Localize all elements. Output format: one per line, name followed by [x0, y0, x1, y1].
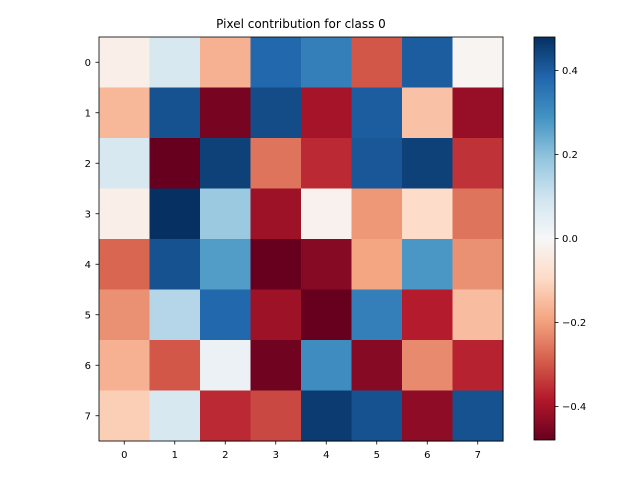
heatmap-cell-r5-c5 — [351, 289, 403, 341]
heatmap-cell-r2-c7 — [452, 138, 504, 190]
y-tick-label: 5 — [85, 310, 91, 321]
heatmap-cell-r6-c2 — [200, 340, 252, 392]
heatmap-cells — [99, 37, 504, 442]
y-tick-label: 1 — [85, 108, 91, 119]
plot-border — [98, 36, 504, 442]
heatmap-cell-r0-c1 — [149, 37, 201, 89]
heatmap-cell-r3-c0 — [99, 188, 151, 240]
heatmap-cell-r6-c1 — [149, 340, 201, 392]
heatmap-cell-r5-c3 — [250, 289, 302, 341]
heatmap-cell-r3-c6 — [402, 188, 454, 240]
heatmap-cell-r3-c5 — [351, 188, 403, 240]
x-tick-label: 0 — [121, 450, 127, 461]
heatmap-cell-r4-c7 — [452, 239, 504, 291]
x-tick-label: 2 — [222, 450, 228, 461]
heatmap-cell-r7-c1 — [149, 390, 201, 442]
colorbar-tick-label: −0.2 — [562, 318, 586, 329]
heatmap-cell-r1-c2 — [200, 87, 252, 139]
heatmap-cell-r3-c3 — [250, 188, 302, 240]
heatmap-cell-r5-c4 — [301, 289, 353, 341]
x-tick-label: 6 — [424, 450, 430, 461]
heatmap-cell-r1-c1 — [149, 87, 201, 139]
heatmap-cell-r0-c2 — [200, 37, 252, 89]
y-tick-label: 2 — [85, 159, 91, 170]
heatmap-cell-r0-c6 — [402, 37, 454, 89]
colorbar-gradient — [534, 37, 555, 440]
colorbar-tick-label: −0.4 — [562, 402, 586, 413]
heatmap-cell-r6-c3 — [250, 340, 302, 392]
heatmap-cell-r5-c0 — [99, 289, 151, 341]
heatmap-cell-r4-c5 — [351, 239, 403, 291]
heatmap-cell-r0-c5 — [351, 37, 403, 89]
heatmap-cell-r4-c0 — [99, 239, 151, 291]
heatmap-cell-r2-c2 — [200, 138, 252, 190]
heatmap-cell-r4-c6 — [402, 239, 454, 291]
heatmap-cell-r4-c4 — [301, 239, 353, 291]
heatmap-cell-r4-c2 — [200, 239, 252, 291]
heatmap-cell-r3-c7 — [452, 188, 504, 240]
heatmap-cell-r2-c4 — [301, 138, 353, 190]
heatmap-cell-r6-c6 — [402, 340, 454, 392]
heatmap-cell-r7-c6 — [402, 390, 454, 442]
heatmap-cell-r7-c4 — [301, 390, 353, 442]
heatmap-cell-r0-c0 — [99, 37, 151, 89]
heatmap-frame — [98, 36, 504, 442]
heatmap-cell-r2-c1 — [149, 138, 201, 190]
heatmap-cell-r6-c7 — [452, 340, 504, 392]
heatmap-cell-r5-c1 — [149, 289, 201, 341]
heatmap-cell-r1-c5 — [351, 87, 403, 139]
heatmap-cell-r5-c7 — [452, 289, 504, 341]
heatmap-cell-r7-c5 — [351, 390, 403, 442]
colorbar: 0.4 0.2 0.0 −0.2 −0.4 — [533, 36, 586, 441]
chart-title: Pixel contribution for class 0 — [216, 17, 386, 31]
heatmap-cell-r2-c0 — [99, 138, 151, 190]
colorbar-tick-label: 0.0 — [562, 234, 578, 245]
heatmap-cell-r4-c1 — [149, 239, 201, 291]
heatmap-cell-r2-c6 — [402, 138, 454, 190]
x-tick-label: 3 — [273, 450, 279, 461]
heatmap-cell-r7-c0 — [99, 390, 151, 442]
heatmap-cell-r3-c1 — [149, 188, 201, 240]
y-tick-label: 7 — [85, 411, 91, 422]
heatmap-cell-r1-c7 — [452, 87, 504, 139]
heatmap-cell-r2-c3 — [250, 138, 302, 190]
heatmap-cell-r1-c3 — [250, 87, 302, 139]
y-tick-label: 3 — [85, 209, 91, 220]
x-tick-label: 7 — [475, 450, 481, 461]
heatmap-cell-r5-c6 — [402, 289, 454, 341]
heatmap-cell-r1-c6 — [402, 87, 454, 139]
y-tick-label: 4 — [85, 260, 91, 271]
y-axis: 0 1 2 3 4 5 6 7 — [85, 58, 99, 422]
heatmap-cell-r6-c4 — [301, 340, 353, 392]
heatmap-cell-r5-c2 — [200, 289, 252, 341]
heatmap-cell-r7-c3 — [250, 390, 302, 442]
x-tick-label: 5 — [374, 450, 380, 461]
x-tick-label: 1 — [172, 450, 178, 461]
colorbar-tick-label: 0.2 — [562, 150, 578, 161]
heatmap-cell-r6-c5 — [351, 340, 403, 392]
heatmap-cell-r3-c2 — [200, 188, 252, 240]
heatmap-cell-r7-c2 — [200, 390, 252, 442]
x-tick-label: 4 — [323, 450, 329, 461]
heatmap-cell-r0-c3 — [250, 37, 302, 89]
heatmap-cell-r6-c0 — [99, 340, 151, 392]
heatmap-cell-r0-c7 — [452, 37, 504, 89]
y-tick-label: 0 — [85, 58, 91, 69]
heatmap-cell-r0-c4 — [301, 37, 353, 89]
heatmap-cell-r1-c4 — [301, 87, 353, 139]
colorbar-tick-label: 0.4 — [562, 66, 578, 77]
heatmap-cell-r4-c3 — [250, 239, 302, 291]
heatmap-cell-r3-c4 — [301, 188, 353, 240]
heatmap-cell-r7-c7 — [452, 390, 504, 442]
x-axis: 0 1 2 3 4 5 6 7 — [121, 441, 481, 461]
y-tick-label: 6 — [85, 361, 91, 372]
heatmap-cell-r1-c0 — [99, 87, 151, 139]
heatmap-cell-r2-c5 — [351, 138, 403, 190]
